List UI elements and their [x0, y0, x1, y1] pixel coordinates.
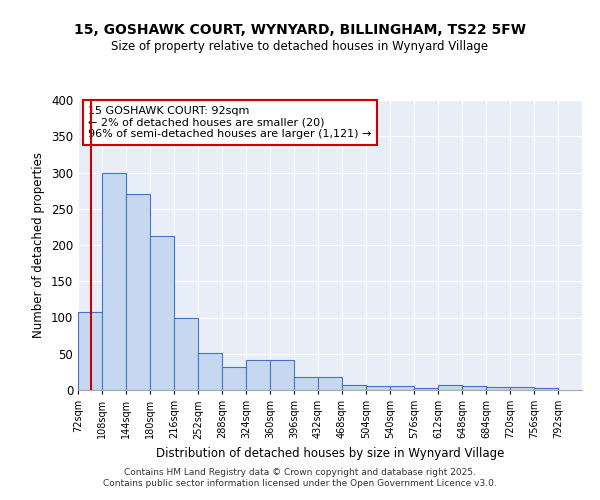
Text: 15 GOSHAWK COURT: 92sqm
← 2% of detached houses are smaller (20)
96% of semi-det: 15 GOSHAWK COURT: 92sqm ← 2% of detached…	[88, 106, 371, 139]
Bar	[126, 194, 150, 390]
Text: Contains HM Land Registry data © Crown copyright and database right 2025.
Contai: Contains HM Land Registry data © Crown c…	[103, 468, 497, 487]
Bar	[294, 377, 318, 390]
Bar	[222, 367, 246, 390]
Bar	[534, 388, 558, 390]
Bar	[486, 387, 510, 390]
Bar	[318, 377, 342, 390]
Bar	[510, 387, 534, 390]
Y-axis label: Number of detached properties: Number of detached properties	[32, 152, 46, 338]
Bar	[174, 318, 198, 390]
Bar	[270, 360, 294, 390]
Text: 15, GOSHAWK COURT, WYNYARD, BILLINGHAM, TS22 5FW: 15, GOSHAWK COURT, WYNYARD, BILLINGHAM, …	[74, 22, 526, 36]
Bar	[414, 388, 438, 390]
X-axis label: Distribution of detached houses by size in Wynyard Village: Distribution of detached houses by size …	[156, 447, 504, 460]
Bar	[390, 386, 414, 390]
Bar	[438, 385, 462, 390]
Bar	[246, 360, 270, 390]
Text: Size of property relative to detached houses in Wynyard Village: Size of property relative to detached ho…	[112, 40, 488, 53]
Bar	[342, 385, 366, 390]
Bar	[150, 236, 174, 390]
Bar	[462, 386, 486, 390]
Bar	[102, 172, 126, 390]
Bar	[198, 353, 222, 390]
Bar	[366, 386, 390, 390]
Bar	[78, 312, 102, 390]
